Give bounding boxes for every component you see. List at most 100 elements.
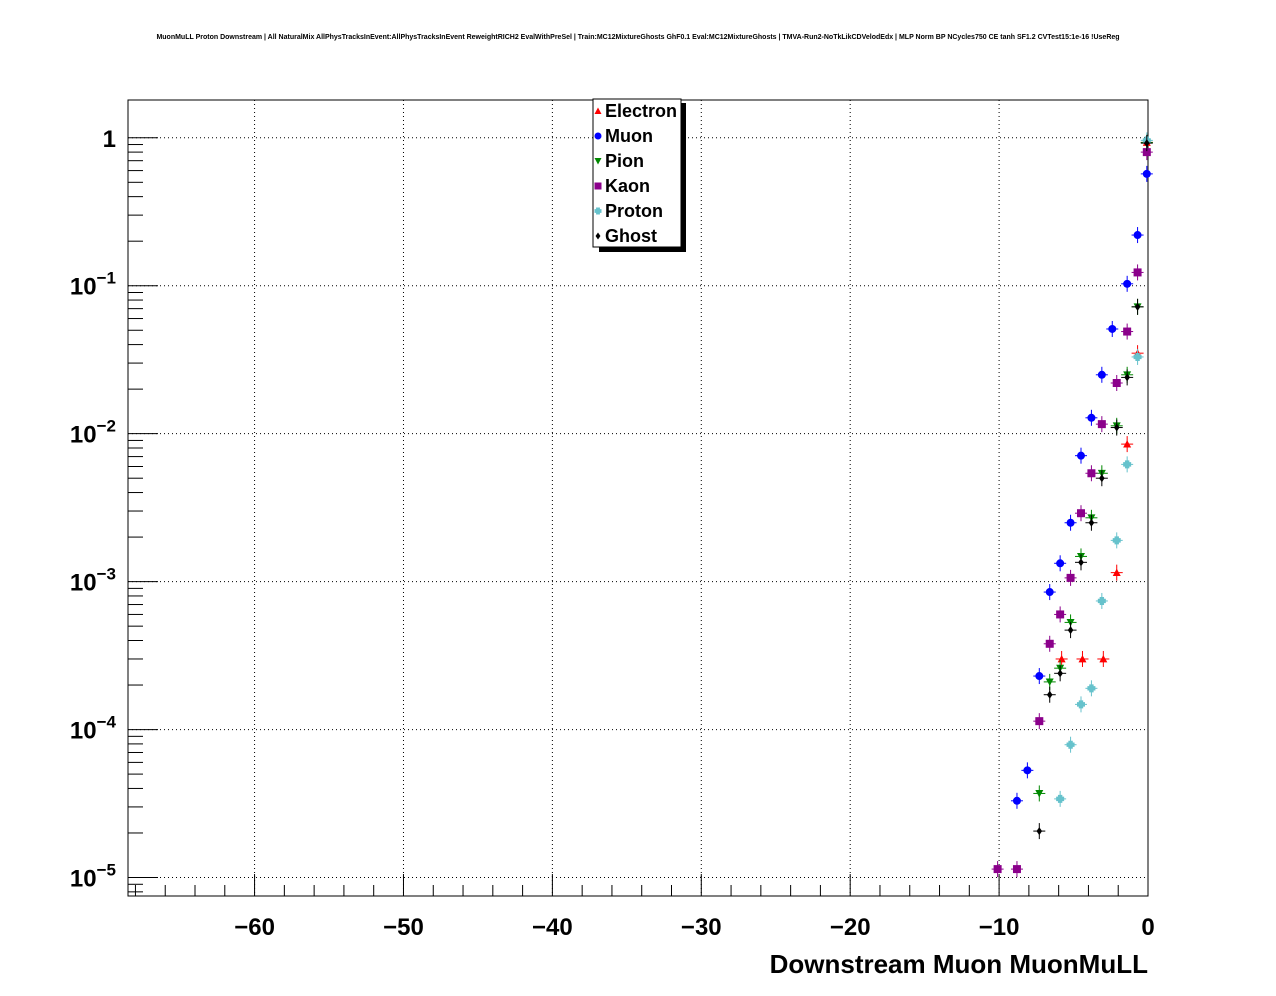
chart-title: MuonMuLL Proton Downstream | All Natural… xyxy=(156,34,1120,41)
data-point xyxy=(1110,564,1123,581)
marker xyxy=(1123,279,1132,288)
series-kaon xyxy=(991,144,1153,878)
data-point xyxy=(1010,861,1023,878)
data-point xyxy=(1054,606,1067,623)
marker xyxy=(594,107,602,114)
x-axis-title: Downstream Muon MuonMuLL xyxy=(770,949,1149,979)
legend-entry-kaon: Kaon xyxy=(594,176,650,196)
data-point xyxy=(991,861,1004,878)
data-points xyxy=(991,132,1153,878)
marker xyxy=(1134,302,1141,311)
data-point xyxy=(1121,275,1134,292)
marker xyxy=(594,132,602,140)
marker xyxy=(1076,509,1085,518)
marker xyxy=(1124,373,1130,382)
data-point xyxy=(1121,369,1134,386)
legend-label: Muon xyxy=(605,126,653,146)
grid xyxy=(128,100,1148,896)
legend: Electron Muon Pion Kaon Proton Ghost xyxy=(592,98,686,252)
data-point xyxy=(1131,298,1144,315)
marker xyxy=(1087,684,1096,693)
x-tick-label: −30 xyxy=(681,914,722,941)
series-muon xyxy=(1010,165,1153,809)
y-tick-labels: 10−5 10−4 10−3 10−2 10−1 1 xyxy=(70,126,117,893)
data-point xyxy=(1054,665,1067,682)
marker xyxy=(1067,626,1074,635)
marker xyxy=(1045,639,1054,648)
x-tick-label: −10 xyxy=(979,914,1020,941)
legend-label: Ghost xyxy=(605,226,657,246)
data-point xyxy=(1121,436,1134,453)
data-point xyxy=(1131,264,1144,281)
data-point xyxy=(1076,650,1089,667)
x-tick-label: −20 xyxy=(830,914,871,941)
data-point xyxy=(1064,569,1077,586)
legend-entry-proton: Proton xyxy=(594,201,663,221)
legend-label: Electron xyxy=(605,101,677,121)
data-point xyxy=(1043,686,1056,703)
legend-label: Proton xyxy=(605,201,663,221)
marker xyxy=(1066,518,1075,527)
marker xyxy=(1142,148,1151,157)
marker xyxy=(1023,766,1032,775)
legend-entry-muon: Muon xyxy=(594,126,653,146)
data-point xyxy=(1097,650,1110,667)
data-point xyxy=(1010,792,1023,809)
data-point xyxy=(1095,366,1108,383)
axis-ticks xyxy=(128,137,1149,896)
data-point xyxy=(1054,555,1067,572)
legend-entry-electron: Electron xyxy=(594,101,677,121)
data-point xyxy=(1064,622,1077,639)
marker xyxy=(1123,440,1132,448)
data-point xyxy=(1033,823,1046,840)
data-point xyxy=(1121,456,1134,473)
data-point xyxy=(1085,514,1098,531)
series-electron xyxy=(1055,134,1153,667)
y-tick-label: 10−2 xyxy=(70,417,116,449)
data-point xyxy=(1074,505,1087,522)
y-tick-label: 10−5 xyxy=(70,861,116,893)
marker xyxy=(1036,827,1043,836)
marker xyxy=(1066,740,1075,749)
data-point xyxy=(1054,790,1067,807)
data-point xyxy=(1074,554,1087,571)
marker xyxy=(1078,654,1087,663)
data-point xyxy=(1110,375,1123,392)
marker xyxy=(1087,469,1096,478)
y-tick-label: 10−4 xyxy=(70,713,117,745)
marker xyxy=(1133,231,1142,240)
marker xyxy=(1133,268,1142,277)
data-point xyxy=(1131,227,1144,244)
data-point xyxy=(1121,323,1134,340)
series-ghost xyxy=(1033,135,1153,840)
marker xyxy=(1113,423,1120,432)
marker xyxy=(1099,654,1108,663)
marker xyxy=(1046,690,1053,699)
legend-entry-ghost: Ghost xyxy=(595,226,657,246)
marker xyxy=(1087,413,1096,422)
marker xyxy=(1076,451,1085,460)
legend-label: Kaon xyxy=(605,176,650,196)
marker xyxy=(1035,672,1044,681)
marker xyxy=(1035,717,1044,726)
marker xyxy=(1035,790,1044,798)
marker xyxy=(594,207,602,215)
data-point xyxy=(1131,348,1144,365)
legend-box xyxy=(592,98,682,248)
data-point xyxy=(1085,680,1098,697)
marker xyxy=(1088,518,1095,527)
x-tick-label: −60 xyxy=(234,914,275,941)
y-tick-label: 10−1 xyxy=(70,269,116,301)
data-point xyxy=(1055,650,1068,667)
data-point xyxy=(1140,135,1153,152)
data-point xyxy=(1085,409,1098,426)
marker xyxy=(1099,474,1105,483)
marker xyxy=(1078,558,1084,567)
marker xyxy=(1097,370,1106,379)
marker xyxy=(1112,379,1121,388)
marker xyxy=(1108,324,1117,333)
x-tick-label: 0 xyxy=(1141,914,1154,941)
marker xyxy=(1097,596,1106,605)
data-point xyxy=(1110,532,1123,549)
data-point xyxy=(1064,736,1077,753)
